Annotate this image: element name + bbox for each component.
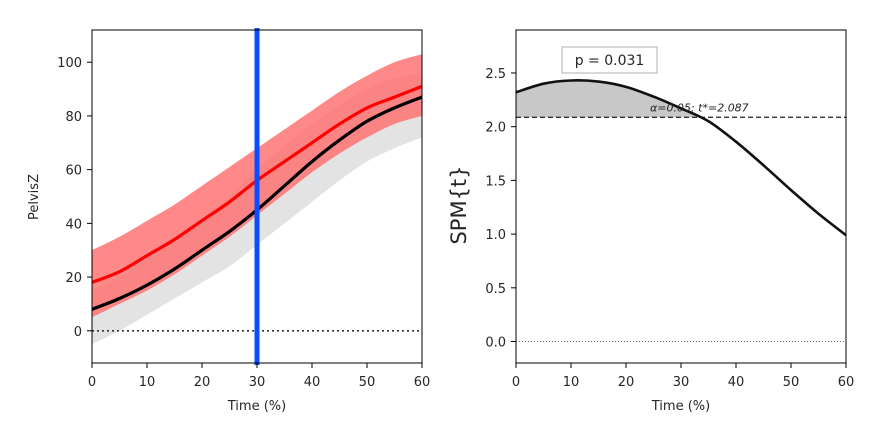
pelvis-xtick-label: 30 [249, 375, 266, 390]
spm-ytick-label: 1.5 [485, 174, 506, 189]
pelvis-xtick-label: 50 [359, 375, 376, 390]
p-value-label: p = 0.031 [575, 53, 645, 69]
pelvis-xtick-label: 60 [414, 375, 431, 390]
pelvis-xtick-label: 0 [88, 375, 96, 390]
spm-plot-area [515, 79, 847, 343]
pelvis-xtick-label: 10 [139, 375, 156, 390]
threshold-label: α=0.05: t*=2.087 [650, 101, 749, 114]
spm-xtick-label: 60 [838, 375, 855, 390]
spm-ytick-label: 1.0 [485, 228, 506, 243]
spm-ticks: 0 10 20 30 40 50 60 0.0 0.5 1.0 1.5 2.0 2.5 [485, 67, 854, 390]
pelvis-ticks: 0 10 20 30 40 50 60 0 20 40 60 80 100 [57, 56, 430, 390]
pelvis-ytick-label: 0 [74, 325, 82, 340]
pelvis-xtick-label: 20 [194, 375, 211, 390]
spm-xlabel: Time (%) [651, 399, 710, 414]
suprathreshold-cluster [516, 80, 700, 118]
p-value-box: p = 0.031 [561, 46, 658, 74]
spm-xtick-label: 30 [673, 375, 690, 390]
spm-ytick-label: 2.0 [485, 121, 506, 136]
pelvis-xtick-label: 40 [304, 375, 321, 390]
spm-xtick-label: 0 [512, 375, 520, 390]
spm-ytick-label: 2.5 [485, 67, 506, 82]
spm-t-curve [515, 79, 847, 237]
spm-chart: 0 10 20 30 40 50 60 0.0 0.5 1.0 1.5 2.0 2.5 Time (%)… [447, 29, 854, 414]
pelvis-ytick-label: 80 [65, 110, 82, 125]
pelvis-ylabel: PelvisZ [27, 174, 42, 220]
spm-ylabel: SPM{t} [447, 165, 471, 244]
spm-xtick-label: 10 [563, 375, 580, 390]
pelvis-chart: 0 10 20 30 40 50 60 0 20 40 60 80 100 Time (%) Pelvi… [27, 28, 430, 414]
spm-ytick-label: 0.0 [485, 336, 506, 351]
pelvis-ytick-label: 40 [65, 217, 82, 232]
pelvis-plot-area [91, 28, 423, 365]
pelvis-ytick-label: 20 [65, 271, 82, 286]
pelvis-ytick-label: 100 [57, 56, 82, 71]
spm-ytick-label: 0.5 [485, 282, 506, 297]
spm-xtick-label: 50 [783, 375, 800, 390]
spm-xtick-label: 20 [618, 375, 635, 390]
pelvis-ytick-label: 60 [65, 164, 82, 179]
spm-xtick-label: 40 [728, 375, 745, 390]
pelvis-xlabel: Time (%) [227, 399, 286, 414]
